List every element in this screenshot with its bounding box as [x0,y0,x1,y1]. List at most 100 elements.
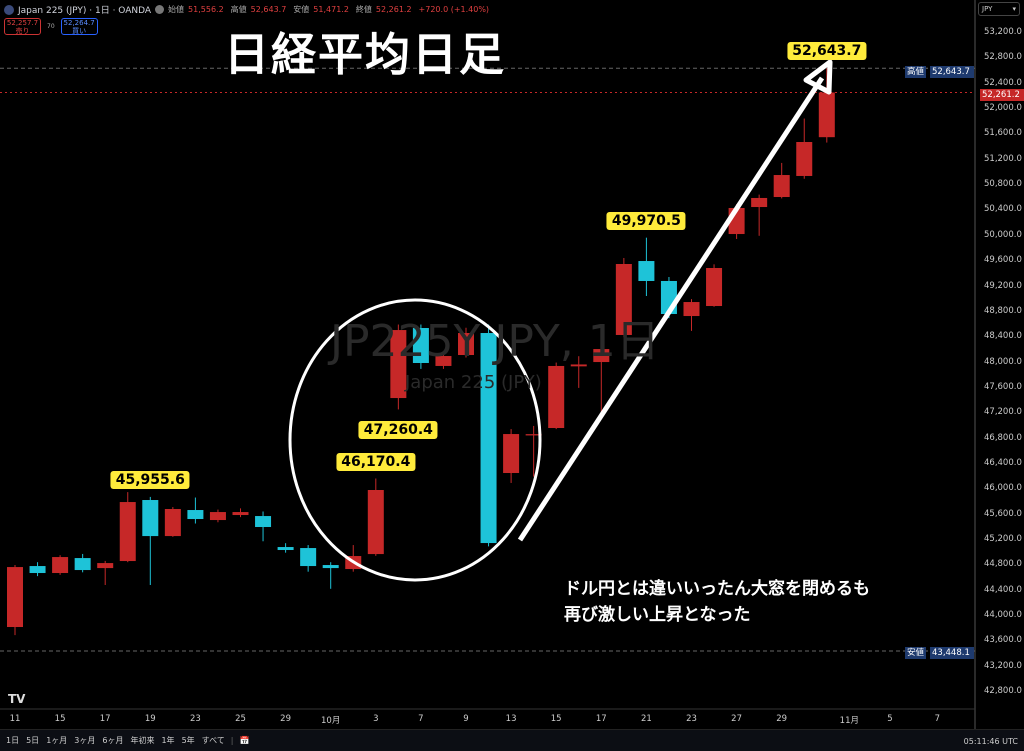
candle-body [480,333,497,544]
time-tick: 25 [235,714,246,724]
time-tick: 21 [640,714,652,724]
time-tick: 10月 [321,716,341,726]
range-button[interactable]: 3ヶ月 [74,736,96,745]
candle-body [525,434,542,436]
price-tick: 48,800.0 [984,305,1022,316]
close-label: 終値 [355,5,372,14]
price-tick: 48,400.0 [984,331,1022,342]
symbol-header: Japan 225 (JPY) · 1日 · OANDA 始値 51,556.2 … [4,3,492,16]
price-tick: 51,200.0 [984,153,1022,164]
time-tick: 11 [9,714,21,724]
time-tick: 9 [463,714,469,724]
candle-body [209,512,226,521]
time-tick: 3 [373,714,379,724]
high-value: 52,643.7 [250,5,287,14]
price-tick: 45,600.0 [984,508,1022,519]
range-button[interactable]: 1日 [6,736,20,745]
annotation-line1: ドル円とは違いいったん大窓を閉めるも [564,579,870,599]
price-tick: 53,200.0 [984,27,1022,37]
candle-body [503,434,520,474]
time-tick: 29 [280,714,292,724]
watermark-symbol: JP225Y JPY, 1日 [330,316,660,367]
low-tag-value: 43,448.1 [930,647,974,659]
candle-body [74,558,91,571]
time-tick: 15 [550,714,562,724]
candle-body [548,365,565,429]
sell-button[interactable]: 52,257.7 売り [4,18,41,35]
range-button[interactable]: 1年 [161,736,175,745]
range-button[interactable]: 1ヶ月 [46,736,68,745]
range-button[interactable]: 6ヶ月 [102,736,124,745]
candle-body [322,565,339,569]
range-button[interactable]: 5年 [181,736,195,745]
currency-label: JPY [982,5,993,13]
open-label: 始値 [168,5,185,14]
symbol-name[interactable]: Japan 225 (JPY) · 1日 · OANDA [18,6,152,16]
time-tick: 13 [505,714,517,724]
buy-price: 52,264.7 [63,19,95,27]
annotation-line2: 再び激しい上昇となった [564,605,751,625]
time-tick: 5 [887,714,893,724]
candle-body [97,563,114,569]
candle-body [232,512,249,516]
watermark-name: Japan 225 (JPY) [405,372,542,393]
price-callout: 49,970.5 [606,211,686,230]
time-tick: 27 [731,714,743,724]
sell-label: 売り [15,27,30,35]
low-label: 安値 [293,5,310,14]
time-tick: 15 [54,714,66,724]
candle-body [638,261,655,281]
range-button[interactable]: 5日 [26,736,40,745]
candle-body [142,500,159,537]
low-tag-label: 安値 [905,647,927,659]
candle-body [593,349,610,363]
price-tick: 52,000.0 [984,103,1022,114]
candle-body [796,142,813,176]
date-range-icon[interactable]: 📅 [239,736,250,745]
range-button[interactable]: すべて [201,736,225,745]
change-value: +720.0 (+1.40%) [418,5,490,14]
price-tick: 44,400.0 [984,584,1022,595]
high-tag-value: 52,643.7 [930,66,974,78]
time-tick: 17 [595,714,607,724]
price-callout: 52,643.7 [787,42,867,61]
flag-icon [4,4,14,15]
candle-body [570,364,587,367]
low-value: 51,471.2 [313,5,349,14]
candle-body [119,502,136,562]
price-callout: 45,955.6 [110,470,190,489]
price-tick: 51,600.0 [984,128,1022,139]
price-tick: 50,800.0 [984,179,1022,190]
trend-arrow [517,76,825,542]
arrow-head-icon [803,59,833,95]
price-tick: 46,000.0 [984,483,1022,494]
time-tick: 23 [189,714,201,724]
time-tick: 7 [418,714,424,724]
candle-body [390,330,407,399]
candle-body [187,510,204,520]
price-tick: 49,600.0 [984,255,1022,266]
candle-body [277,547,294,551]
price-tick: 43,600.0 [984,635,1022,646]
tradingview-logo[interactable]: TV [8,692,26,706]
candle-body [412,328,429,363]
buy-button[interactable]: 52,264.7 買い [60,18,98,35]
price-tick: 46,400.0 [984,457,1022,468]
price-tick: 44,000.0 [984,610,1022,621]
price-tick: 47,600.0 [984,381,1022,392]
price-tick: 48,000.0 [984,356,1022,367]
range-button[interactable]: 年初来 [130,736,155,745]
time-tick: 7 [934,714,940,724]
candle-body [773,175,790,198]
candle-body [615,264,632,335]
highlight-ellipse [288,298,542,582]
candle-body [164,509,181,537]
collapse-icon[interactable] [155,5,165,14]
buy-label: 買い [72,27,87,35]
currency-select[interactable]: JPY ▾ [978,2,1020,16]
candle-body [435,356,452,366]
price-tick: 50,000.0 [984,229,1022,240]
time-tick: 11月 [839,716,860,726]
candle-body [818,92,835,138]
